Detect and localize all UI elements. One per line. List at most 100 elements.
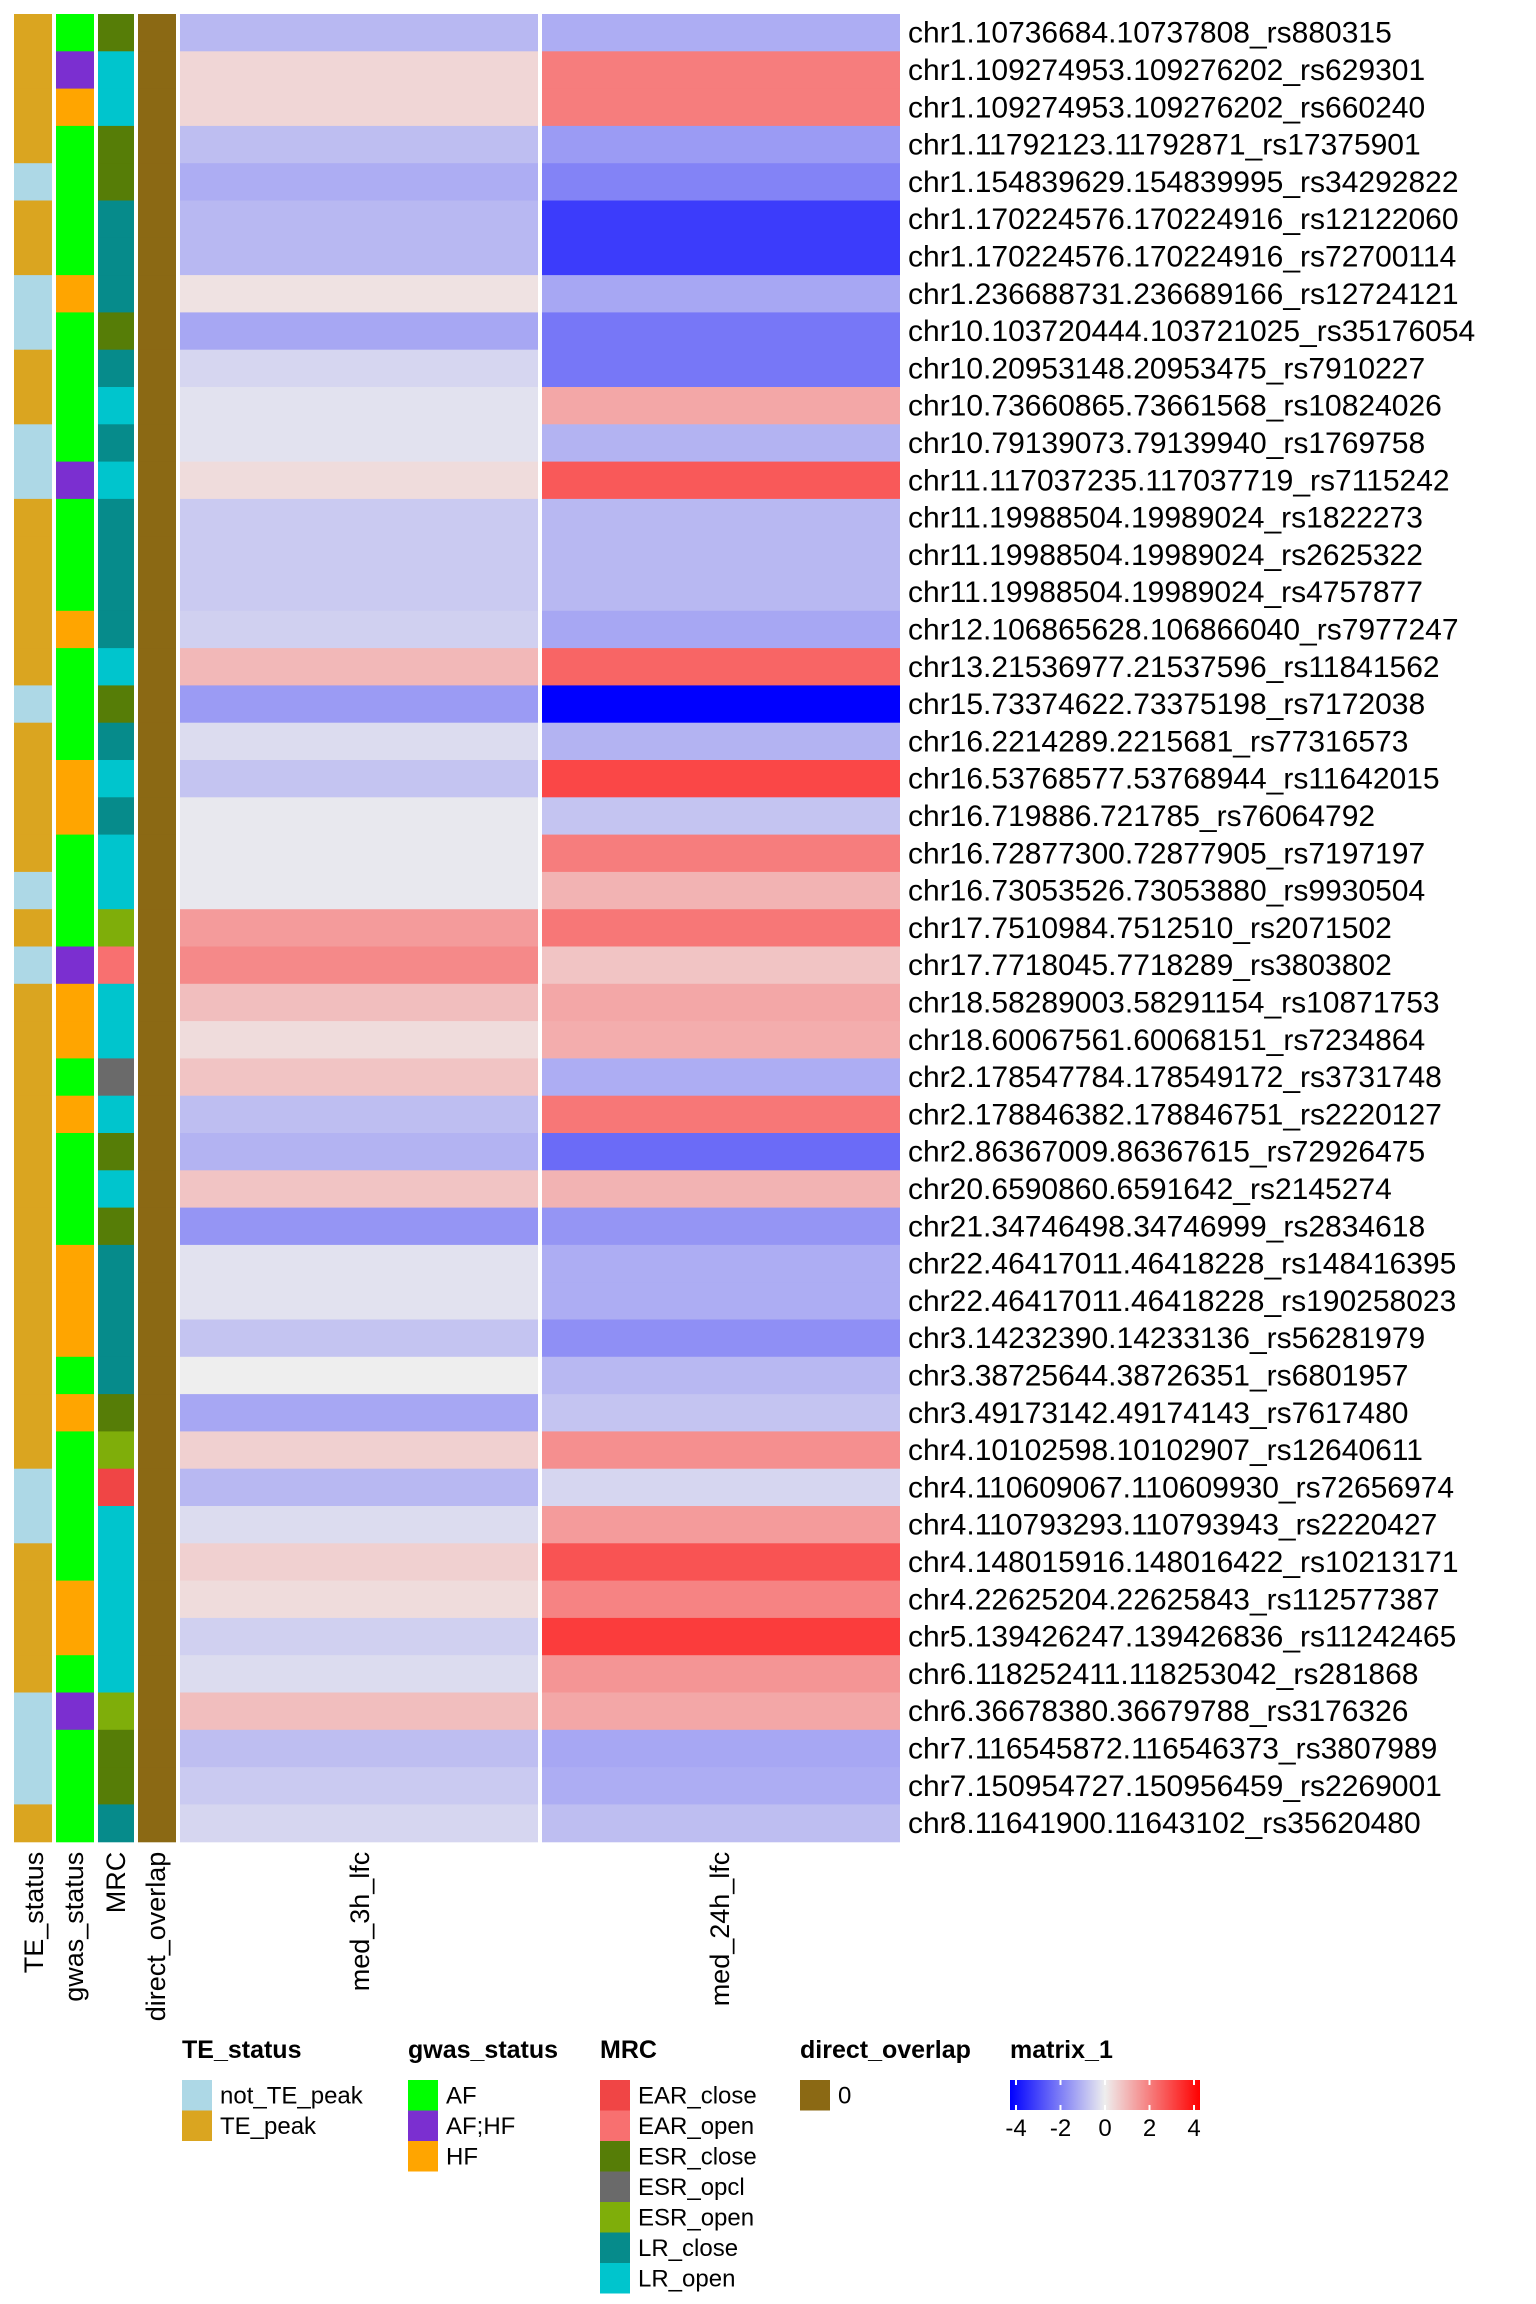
legend-swatch <box>600 2202 630 2233</box>
gwas-status-cell <box>54 163 94 202</box>
gwas-status-cell <box>54 1692 94 1731</box>
te-status-cell <box>14 424 54 463</box>
direct-overlap-cell <box>136 1356 176 1395</box>
heatmap-cell-24h <box>540 1021 900 1059</box>
direct-overlap-cell <box>136 871 176 910</box>
mrc-cell <box>96 461 136 500</box>
direct-overlap-cell <box>136 760 176 798</box>
direct-overlap-cell <box>136 1207 176 1246</box>
row-label: chr10.73660865.73661568_rs10824026 <box>908 390 1442 423</box>
heatmap-cell-3h <box>180 983 540 1022</box>
mrc-cell <box>96 1431 136 1470</box>
legend-title: TE_status <box>182 2036 301 2064</box>
heatmap-cell-24h <box>540 1617 900 1656</box>
legend-swatch <box>408 2141 438 2172</box>
te-status-cell <box>14 1282 54 1321</box>
row-label: chr21.34746498.34746999_rs2834618 <box>908 1210 1425 1243</box>
legend-swatch <box>182 2080 212 2111</box>
heatmap-cell-3h <box>180 1282 540 1321</box>
heatmap-cell-24h <box>540 275 900 313</box>
legend-label: 0 <box>838 2083 851 2110</box>
mrc-cell <box>96 1095 136 1134</box>
heatmap-cell-3h <box>180 125 540 164</box>
direct-overlap-cell <box>136 88 176 127</box>
mrc-cell <box>96 1617 136 1656</box>
heatmap-cell-3h <box>180 909 540 948</box>
heatmap-cell-3h <box>180 1655 540 1694</box>
te-status-cell <box>14 387 54 425</box>
gwas-status-cell <box>54 1207 94 1246</box>
heatmap-cell-24h <box>540 461 900 500</box>
row-label: chr10.103720444.103721025_rs35176054 <box>908 315 1475 348</box>
mrc-cell <box>96 387 136 425</box>
direct-overlap-cell <box>136 1095 176 1134</box>
heatmap-cell-3h <box>180 349 540 388</box>
heatmap-cell-3h <box>180 387 540 425</box>
legend-swatch <box>408 2110 438 2141</box>
mrc-cell <box>96 1021 136 1059</box>
te-status-cell <box>14 1804 54 1843</box>
heatmap-cell-24h <box>540 1356 900 1395</box>
heatmap-cell-24h <box>540 1692 900 1731</box>
heatmap-cell-24h <box>540 1655 900 1694</box>
direct-overlap-cell <box>136 1655 176 1694</box>
heatmap-cell-3h <box>180 573 540 612</box>
annotation-columns <box>14 14 176 1843</box>
mrc-cell <box>96 760 136 798</box>
legend-swatch <box>600 2141 630 2172</box>
gwas-status-cell <box>54 1655 94 1694</box>
gwas-status-cell <box>54 312 94 351</box>
te-status-cell <box>14 1394 54 1432</box>
gwas-status-cell <box>54 498 94 537</box>
te-status-cell <box>14 498 54 537</box>
te-status-cell <box>14 797 54 836</box>
mrc-cell <box>96 983 136 1022</box>
heatmap-cell-3h <box>180 1431 540 1470</box>
heatmap-cell-24h <box>540 685 900 724</box>
mrc-cell <box>96 871 136 910</box>
te-status-cell <box>14 1617 54 1656</box>
direct-overlap-cell <box>136 1021 176 1059</box>
heatmap-cell-3h <box>180 1729 540 1768</box>
heatmap-cell-24h <box>540 610 900 649</box>
direct-overlap-cell <box>136 797 176 836</box>
legend-label: AF <box>446 2083 477 2110</box>
te-status-cell <box>14 349 54 388</box>
heatmap-cell-24h <box>540 1729 900 1768</box>
legend-label: not_TE_peak <box>220 2083 364 2110</box>
mrc-cell <box>96 275 136 313</box>
heatmap-cell-3h <box>180 1170 540 1209</box>
gwas-status-cell <box>54 1804 94 1843</box>
gwas-status-cell <box>54 51 94 90</box>
direct-overlap-cell <box>136 1543 176 1582</box>
heatmap-cell-3h <box>180 1021 540 1059</box>
mrc-cell <box>96 14 136 52</box>
legend-swatch <box>600 2080 630 2111</box>
heatmap-cell-24h <box>540 237 900 276</box>
heatmap-cell-3h <box>180 275 540 313</box>
heatmap-cell-24h <box>540 1058 900 1097</box>
direct-overlap-cell <box>136 1729 176 1768</box>
color-scale-title: matrix_1 <box>1010 2036 1113 2064</box>
direct-overlap-cell <box>136 1058 176 1097</box>
gwas-status-cell <box>54 685 94 724</box>
mrc-cell <box>96 1133 136 1171</box>
legend-title: MRC <box>600 2036 657 2064</box>
row-label: chr4.148015916.148016422_rs10213171 <box>908 1546 1459 1579</box>
direct-overlap-cell <box>136 1580 176 1619</box>
heatmap-cell-24h <box>540 1244 900 1283</box>
mrc-cell <box>96 1282 136 1321</box>
mrc-cell <box>96 498 136 537</box>
row-label: chr16.53768577.53768944_rs11642015 <box>908 763 1440 796</box>
column-gap <box>134 13 138 1843</box>
te-status-cell <box>14 648 54 686</box>
direct-overlap-cell <box>136 983 176 1022</box>
heatmap-cell-24h <box>540 946 900 985</box>
mrc-cell <box>96 1356 136 1395</box>
row-label: chr1.170224576.170224916_rs12122060 <box>908 203 1459 236</box>
column-label: MRC <box>101 1852 131 1914</box>
mrc-cell <box>96 722 136 761</box>
te-status-cell <box>14 1506 54 1544</box>
te-status-cell <box>14 14 54 52</box>
legend-swatch <box>600 2232 630 2263</box>
